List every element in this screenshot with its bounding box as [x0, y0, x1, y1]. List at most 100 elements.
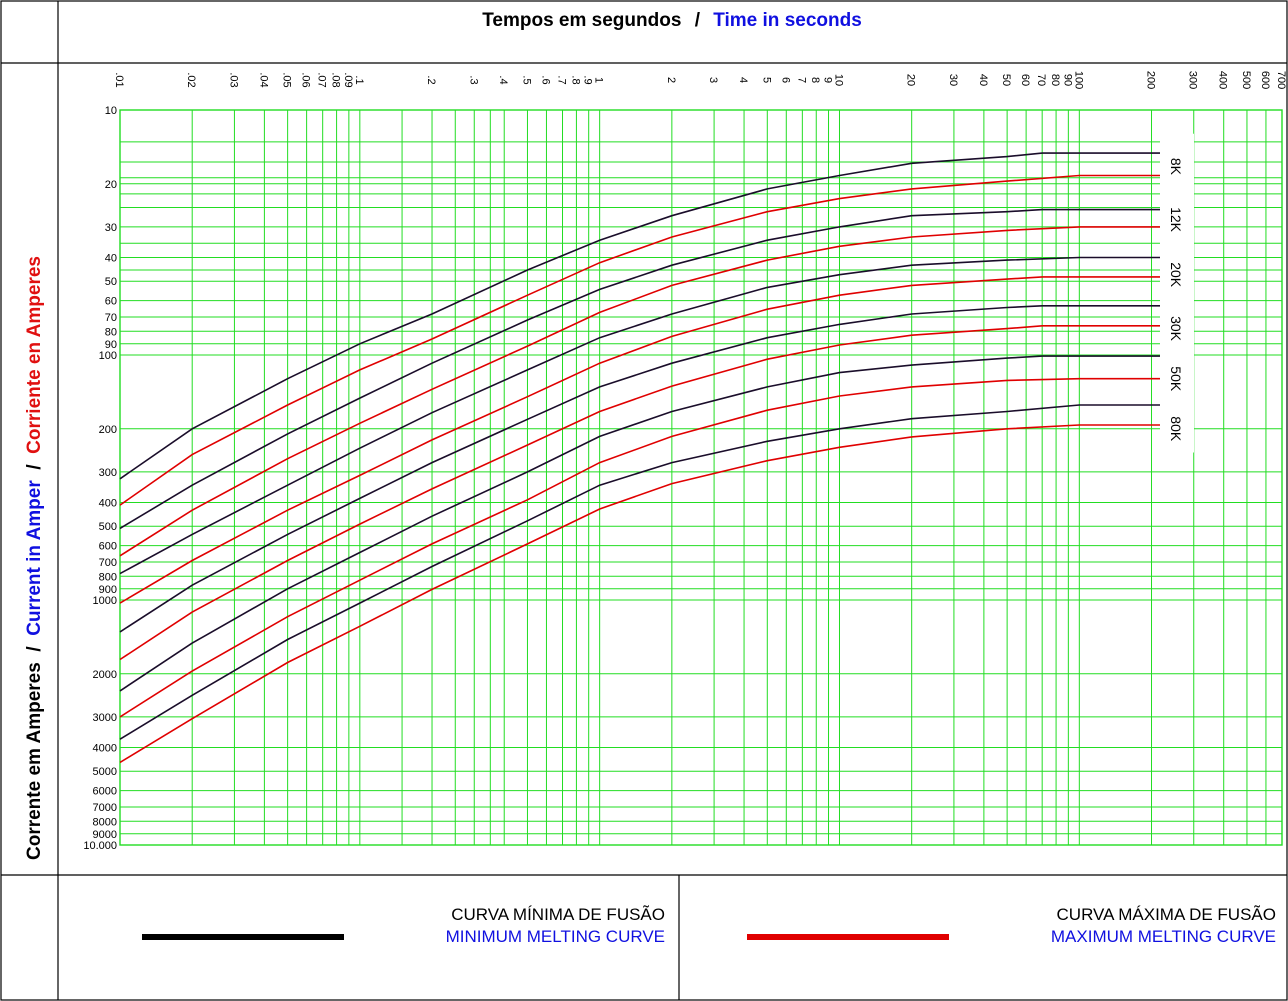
y-tick-label: 2000 — [93, 669, 117, 681]
y-tick-label: 20 — [105, 179, 117, 191]
y-tick-label: 40 — [105, 253, 117, 265]
legend-max-label-en: MAXIMUM MELTING CURVE — [1051, 927, 1276, 946]
title-portuguese: Tempos em segundos — [482, 10, 681, 31]
x-tick-label: 10 — [832, 74, 844, 86]
y-tick-label: 70 — [105, 312, 117, 324]
y-title-english: Current in Amper — [24, 480, 45, 636]
x-tick-label: 100 — [1072, 71, 1084, 89]
y-tick-label: 5000 — [93, 766, 117, 778]
x-tick-label: 70 — [1035, 74, 1047, 86]
curve-80k-min — [119, 404, 1194, 740]
x-tick-label: 8 — [809, 77, 821, 83]
y-tick-label: 100 — [99, 350, 117, 362]
y-tick-label: 500 — [99, 521, 117, 533]
y-title-separator: / — [24, 641, 45, 657]
y-tick-label: 10.000 — [83, 840, 117, 852]
y-title-separator: / — [24, 459, 45, 475]
curve-8k-max — [119, 174, 1194, 506]
x-tick-label: .2 — [425, 75, 437, 84]
y-tick-label: 10 — [105, 105, 117, 117]
y-tick-label: 1000 — [93, 595, 117, 607]
x-tick-label: 600 — [1259, 71, 1271, 89]
y-tick-label: 90 — [105, 339, 117, 351]
y-tick-label: 9000 — [93, 829, 117, 841]
x-tick-label: .07 — [316, 72, 328, 87]
title-english: Time in seconds — [713, 10, 862, 31]
curve-30k-max — [119, 325, 1194, 661]
y-tick-label: 600 — [99, 541, 117, 553]
y-tick-label: 700 — [99, 557, 117, 569]
y-tick-label: 200 — [99, 424, 117, 436]
chart-title: Tempos em segundos / Time in seconds — [482, 10, 862, 31]
y-tick-label: 800 — [99, 571, 117, 583]
x-tick-label: 500 — [1240, 71, 1252, 89]
x-tick-label: 20 — [905, 74, 917, 86]
x-tick-label: .02 — [185, 72, 197, 87]
curve-8k-min — [119, 152, 1194, 480]
y-tick-label: 60 — [105, 296, 117, 308]
rating-label: 8K — [1168, 158, 1184, 176]
y-tick-label: 80 — [105, 326, 117, 338]
y-tick-label: 7000 — [93, 802, 117, 814]
curve-30k-min — [119, 305, 1194, 633]
x-tick-label: .3 — [467, 75, 479, 84]
x-tick-label: .4 — [497, 75, 509, 84]
x-tick-label: .05 — [281, 72, 293, 87]
y-tick-label: 30 — [105, 222, 117, 234]
x-tick-label: 80 — [1049, 74, 1061, 86]
curve-20k-max — [119, 276, 1194, 604]
x-tick-label: 700 — [1275, 71, 1287, 89]
x-tick-label: 40 — [977, 74, 989, 86]
x-tick-label: .06 — [300, 72, 312, 87]
x-tick-label: .5 — [520, 75, 532, 84]
x-tick-label: .1 — [353, 75, 365, 84]
x-tick-label: 300 — [1187, 71, 1199, 89]
x-tick-label: 90 — [1061, 74, 1073, 86]
y-tick-label: 4000 — [93, 743, 117, 755]
rating-label-box — [1160, 133, 1194, 453]
y-title-portuguese: Corrente em Amperes — [24, 662, 45, 860]
x-tick-label: 30 — [947, 74, 959, 86]
curve-80k-max — [119, 424, 1194, 764]
y-tick-label: 300 — [99, 467, 117, 479]
x-tick-labels: .01 .02 .03 .04 .05 .06 .07.08.09.1 .2 .3 .4 .5 .6.… — [113, 71, 1287, 89]
y-tick-label: 3000 — [93, 712, 117, 724]
x-tick-label: .08 — [330, 72, 342, 87]
x-tick-label: 400 — [1217, 71, 1229, 89]
rating-label: 30K — [1168, 316, 1184, 342]
melting-curves — [119, 152, 1194, 764]
rating-label: 80K — [1168, 416, 1184, 442]
rating-labels: 8K 12K 20K 30K 50K 80K — [1160, 133, 1194, 453]
x-tick-label: 2 — [665, 77, 677, 83]
x-tick-label: .6 — [539, 75, 551, 84]
x-tick-label: 3 — [707, 77, 719, 83]
y-tick-label: 8000 — [93, 816, 117, 828]
legend-min-label-en: MINIMUM MELTING CURVE — [446, 927, 665, 946]
legend-max-label-pt: CURVA MÁXIMA DE FUSÃO — [1057, 905, 1276, 924]
x-tick-label: 9 — [822, 77, 834, 83]
y-tick-label: 400 — [99, 498, 117, 510]
x-tick-label: .7 — [556, 75, 568, 84]
plot-grid — [119, 109, 1283, 846]
y-tick-label: 900 — [99, 584, 117, 596]
x-tick-label: 4 — [737, 77, 749, 83]
curve-12k-max — [119, 226, 1194, 557]
y-axis-title: Corrente em Amperes / Current in Amper /… — [24, 256, 45, 860]
x-tick-label: 50 — [1000, 74, 1012, 86]
x-tick-label: .01 — [113, 72, 125, 87]
curve-20k-min — [119, 256, 1194, 575]
curve-50k-min — [119, 355, 1194, 692]
x-tick-label: .04 — [257, 72, 269, 87]
legend-min-label-pt: CURVA MÍNIMA DE FUSÃO — [451, 905, 665, 924]
title-separator: / — [695, 10, 701, 31]
y-tick-label: 50 — [105, 276, 117, 288]
y-tick-label: 6000 — [93, 786, 117, 798]
x-tick-label: .03 — [227, 72, 239, 87]
x-tick-label: 60 — [1019, 74, 1031, 86]
x-tick-label: .9 — [582, 75, 594, 84]
x-tick-label: 200 — [1145, 71, 1157, 89]
x-tick-label: 5 — [760, 77, 772, 83]
